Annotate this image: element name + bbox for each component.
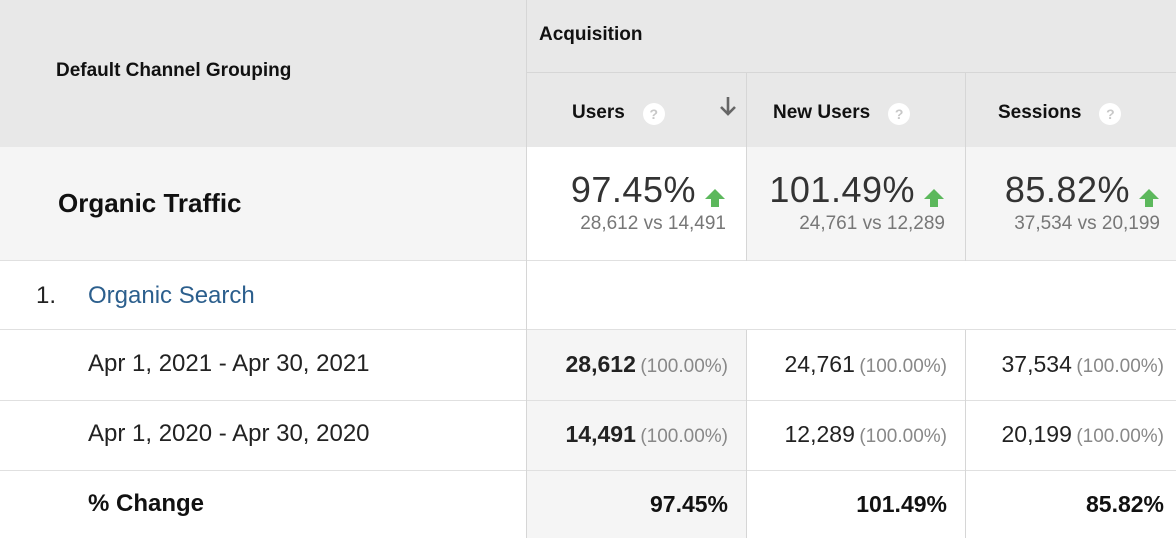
column-header-users-label: Users xyxy=(572,102,625,123)
column-header-sessions-label: Sessions xyxy=(998,102,1082,123)
summary-label: Organic Traffic xyxy=(58,188,242,218)
date-range-label: Apr 1, 2020 - Apr 30, 2020 xyxy=(88,420,370,447)
change-value: 85.82% xyxy=(1085,491,1164,517)
new-users-cell: 24,761 (100.00%) xyxy=(747,330,965,400)
cell-value: 37,534 xyxy=(1001,351,1072,377)
summary-new-users: 101.49% 24,761 vs 12,289 xyxy=(747,147,965,260)
cell-percent: (100.00%) xyxy=(859,426,947,447)
help-icon[interactable]: ? xyxy=(888,102,911,125)
column-header-new-users[interactable]: New Users? xyxy=(747,73,965,147)
summary-users: 97.45% 28,612 vs 14,491 xyxy=(527,147,746,260)
cell-value: 28,612 xyxy=(565,351,636,377)
summary-label-cell: Organic Traffic xyxy=(0,147,527,260)
dimension-header[interactable]: Default Channel Grouping xyxy=(0,0,527,147)
new-users-change-cell: 101.49% xyxy=(747,471,965,538)
cell-percent: (100.00%) xyxy=(859,356,947,377)
users-cell: 14,491 (100.00%) xyxy=(527,401,746,470)
column-header-users[interactable]: Users? xyxy=(527,73,746,147)
cell-value: 24,761 xyxy=(784,351,855,377)
summary-change-value: 101.49% xyxy=(769,169,915,210)
users-cell: 28,612 (100.00%) xyxy=(527,330,746,400)
summary-compare: 37,534 vs 20,199 xyxy=(1014,213,1160,234)
up-arrow-icon xyxy=(1139,188,1159,207)
change-value: 97.45% xyxy=(649,491,728,517)
cell-percent: (100.00%) xyxy=(1076,426,1164,447)
summary-sessions: 85.82% 37,534 vs 20,199 xyxy=(966,147,1176,260)
channel-link-organic-search[interactable]: Organic Search xyxy=(88,282,255,309)
cell-percent: (100.00%) xyxy=(640,356,728,377)
up-arrow-icon xyxy=(705,188,725,207)
table-row: Apr 1, 2021 - Apr 30, 2021 xyxy=(0,330,527,400)
cell-percent: (100.00%) xyxy=(1076,356,1164,377)
change-label: % Change xyxy=(88,490,205,517)
table-row: 1. Organic Search xyxy=(0,261,527,329)
date-range-label: Apr 1, 2021 - Apr 30, 2021 xyxy=(88,350,370,377)
table-row: Apr 1, 2020 - Apr 30, 2020 xyxy=(0,401,527,470)
sessions-cell: 20,199 (100.00%) xyxy=(966,401,1176,470)
cell-value: 20,199 xyxy=(1001,421,1072,447)
cell-percent: (100.00%) xyxy=(640,426,728,447)
cell-value: 14,491 xyxy=(565,421,636,447)
summary-change-value: 97.45% xyxy=(570,169,696,210)
column-header-new-users-label: New Users xyxy=(773,102,871,123)
help-icon[interactable]: ? xyxy=(1099,102,1122,125)
help-icon[interactable]: ? xyxy=(642,102,665,125)
dimension-header-label: Default Channel Grouping xyxy=(56,60,292,81)
users-change-cell: 97.45% xyxy=(527,471,746,538)
acquisition-group-header: Acquisition xyxy=(527,0,1176,72)
sort-descending-icon[interactable] xyxy=(718,95,738,119)
acquisition-label: Acquisition xyxy=(539,24,643,45)
change-value: 101.49% xyxy=(856,491,947,517)
summary-compare: 24,761 vs 12,289 xyxy=(799,213,945,234)
summary-compare: 28,612 vs 14,491 xyxy=(580,213,726,234)
row-index: 1. xyxy=(36,282,57,309)
summary-change-value: 85.82% xyxy=(1004,169,1130,210)
new-users-cell: 12,289 (100.00%) xyxy=(747,401,965,470)
up-arrow-icon xyxy=(924,188,944,207)
column-header-sessions[interactable]: Sessions? xyxy=(966,73,1176,147)
cell-value: 12,289 xyxy=(784,421,855,447)
sessions-cell: 37,534 (100.00%) xyxy=(966,330,1176,400)
sessions-change-cell: 85.82% xyxy=(966,471,1176,538)
table-row: % Change xyxy=(0,471,527,538)
